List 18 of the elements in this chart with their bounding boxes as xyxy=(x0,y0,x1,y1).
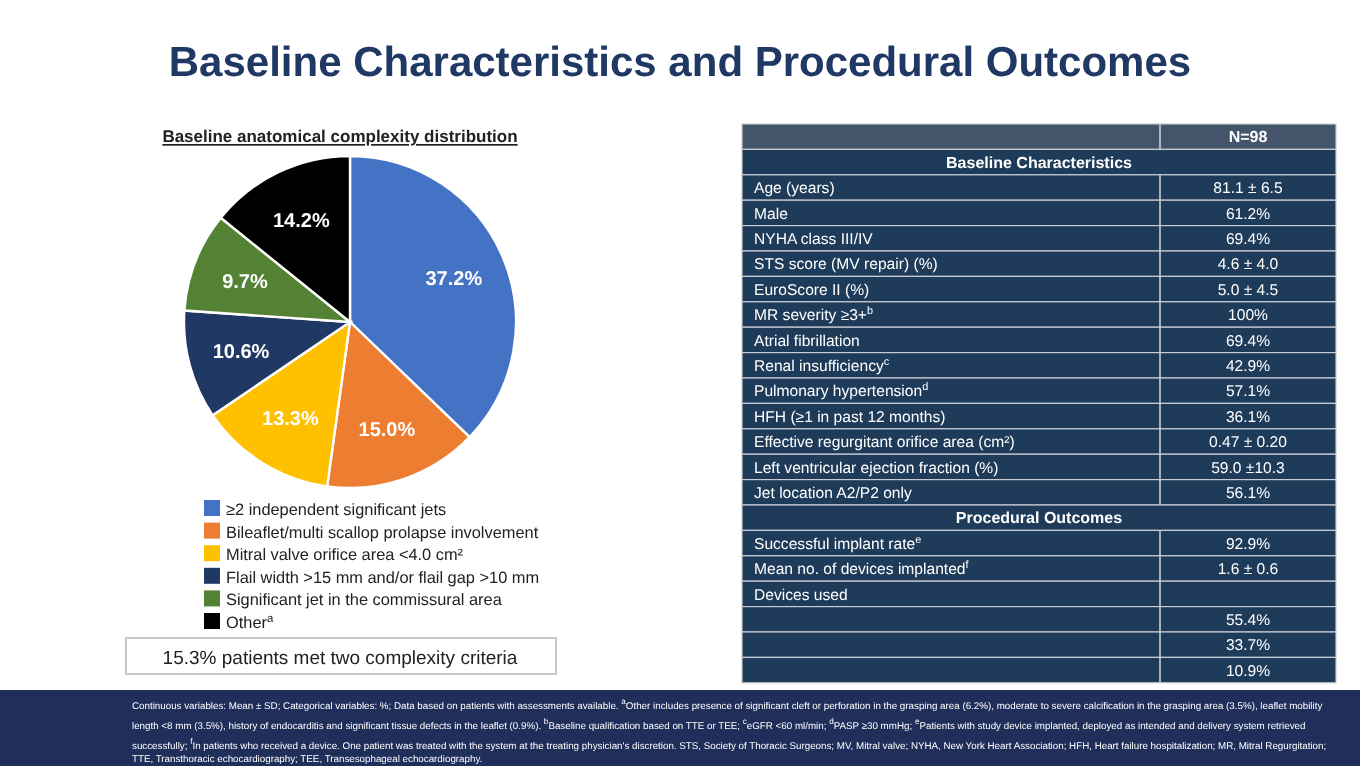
legend-label: Bileaflet/multi scallop prolapse involvement xyxy=(226,523,540,542)
legend-label: Significant jet in the commissural area xyxy=(226,591,503,610)
text: 15.3% patients met two complexity criteria xyxy=(162,648,519,670)
legend-label: Other$^{a}$ xyxy=(226,614,275,632)
text: Procedural Outcomes xyxy=(955,509,1124,528)
data-label: 9.7% xyxy=(222,271,268,294)
text: Baseline Characteristics xyxy=(946,153,1134,172)
data-label: 14.2% xyxy=(272,211,330,234)
data-label: 37.2% xyxy=(425,268,483,291)
chart-subtitle: Baseline anatomical complexity distribution xyxy=(162,126,518,146)
text: N=98 xyxy=(1228,128,1269,147)
data-label: 10.6% xyxy=(212,342,270,365)
legend-label: Mitral valve orifice area <4.0 cm² xyxy=(226,546,464,565)
legend-label: Flail width >15 mm and/or flail gap >10 mm xyxy=(226,568,540,587)
data-label: 13.3% xyxy=(262,408,319,431)
text: Baseline Characteristics and Procedural Outcomes xyxy=(168,40,1192,86)
legend-label: ≥2 independent significant jets xyxy=(226,501,447,519)
data-label: 15.0% xyxy=(358,419,416,442)
